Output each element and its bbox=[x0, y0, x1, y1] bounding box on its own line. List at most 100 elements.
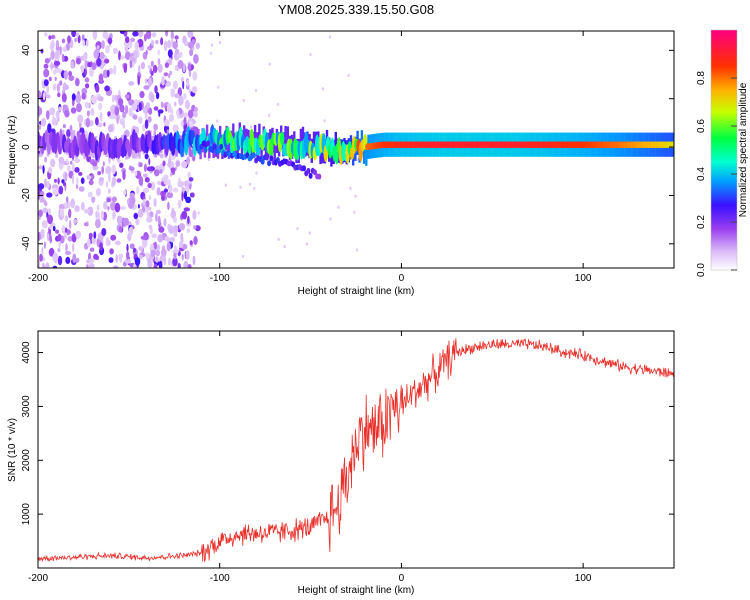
spectrogram-noise-cell bbox=[175, 160, 181, 167]
spectrogram-noise-cell bbox=[157, 63, 163, 73]
spectrogram-noise-cell bbox=[108, 172, 111, 183]
spectrogram-noise-cell bbox=[86, 259, 91, 264]
spectrogram-noise-cell bbox=[113, 265, 119, 268]
spectrogram-noise-cell bbox=[102, 161, 105, 167]
spectrogram-noise-cell bbox=[190, 192, 195, 198]
spectrogram-noise-cell bbox=[40, 48, 44, 54]
spectrogram-noise-cell bbox=[43, 68, 50, 78]
spectrogram-noise-cell bbox=[146, 166, 153, 172]
spectrogram-noise-cell bbox=[54, 76, 57, 81]
spectrogram-noise-cell bbox=[181, 253, 184, 261]
spectrogram-noise-cell bbox=[194, 225, 201, 232]
snr-y-tick-label: 3000 bbox=[21, 395, 32, 418]
spectrogram-noise-cell bbox=[58, 185, 64, 195]
spectrogram-noise-cell bbox=[85, 83, 90, 89]
spectrogram-noise-cell bbox=[144, 153, 149, 160]
spectrogram-noise-cell bbox=[177, 60, 184, 69]
spectrogram-noise-cell bbox=[186, 156, 191, 165]
spectrogram-noise-cell bbox=[129, 196, 136, 205]
spectrogram-noise-cell bbox=[142, 124, 146, 132]
spectrogram-noise-cell bbox=[138, 102, 142, 112]
spectrogram-noise-cell bbox=[169, 237, 176, 243]
spectrogram-y-label: Frequency (Hz) bbox=[7, 116, 18, 185]
spectrogram-noise-cell bbox=[91, 161, 98, 167]
spectrogram-ridge-halo bbox=[334, 131, 337, 157]
spectrogram-branch-cell bbox=[267, 160, 272, 167]
spectrogram-noise-cell bbox=[283, 244, 286, 249]
colorbar-label: Normalized spectral amplitude bbox=[738, 82, 749, 217]
spectrogram-noise-cell bbox=[67, 165, 71, 172]
spectrogram-noise-cell bbox=[144, 119, 149, 129]
spectrogram-noise-cell bbox=[58, 203, 65, 210]
spectrogram-noise-cell bbox=[158, 111, 161, 117]
snr-panel: -200 -100 0 100 1000 2000 3000 4000 Height of … bbox=[7, 330, 675, 596]
spectrogram-noise-cell bbox=[54, 178, 57, 183]
spectrogram-noise-cell bbox=[156, 209, 161, 214]
spectrogram-noise-cell bbox=[74, 158, 81, 163]
spectrogram-noise-cell bbox=[119, 118, 125, 125]
spectrogram-noise-cell bbox=[90, 61, 93, 66]
spectrogram-noise-cell bbox=[187, 62, 192, 72]
spectrogram-noise-cell bbox=[50, 248, 54, 256]
spectrogram-noise-cell bbox=[40, 117, 47, 127]
spectrogram-noise-cell bbox=[90, 107, 95, 116]
snr-x-tick-label: -200 bbox=[28, 573, 48, 584]
spectrogram-ridge-halo bbox=[365, 141, 368, 166]
spectrogram-noise-cell bbox=[59, 208, 65, 217]
spectrogram-noise-cell bbox=[155, 92, 160, 100]
spectrogram-noise-cell bbox=[64, 109, 70, 118]
spectrogram-noise-cell bbox=[111, 176, 116, 186]
spectrogram-noise-cell bbox=[128, 226, 134, 236]
spectrogram-noise-cell bbox=[66, 196, 69, 204]
spectrogram-noise-cell bbox=[136, 186, 140, 195]
spectrogram-noise-cell bbox=[153, 197, 157, 207]
spectrogram-noise-cell bbox=[170, 31, 174, 40]
spectrogram-noise-cell bbox=[57, 248, 61, 253]
spectrogram-noise-cell bbox=[59, 80, 63, 86]
spectrogram-noise-cell bbox=[96, 204, 100, 211]
colorbar-tick-label: 0.8 bbox=[696, 71, 707, 85]
spectrogram-noise-cell bbox=[163, 72, 169, 77]
spectrogram-noise-cell bbox=[75, 257, 80, 263]
spectrogram-noise-cell bbox=[183, 190, 187, 200]
spectrogram-noise-cell bbox=[38, 124, 42, 131]
spectrogram-noise-cell bbox=[181, 160, 188, 169]
spectrogram-y-tick-label: -40 bbox=[21, 236, 32, 251]
spectrogram-noise-cell bbox=[157, 58, 161, 66]
spectrogram-noise-cell bbox=[108, 124, 113, 133]
snr-x-tick-label: -100 bbox=[210, 573, 230, 584]
spectrogram-noise-cell bbox=[255, 171, 258, 175]
spectrogram-noise-cell bbox=[305, 242, 308, 246]
spectrogram-noise-cell bbox=[171, 207, 175, 214]
spectrogram-noise-cell bbox=[126, 251, 130, 260]
spectrogram-noise-cell bbox=[63, 182, 66, 187]
spectrogram-noise-cell bbox=[112, 47, 118, 55]
spectrogram-noise-cell bbox=[97, 211, 100, 221]
spectrogram-branch-cell bbox=[251, 152, 256, 159]
spectrogram-noise-cell bbox=[57, 233, 62, 242]
spectrogram-noise-cell bbox=[308, 231, 311, 235]
colorbar: 0.0 0.2 0.4 0.6 0.8 Normalized spectral ampl… bbox=[696, 29, 749, 277]
spectrogram-noise-cell bbox=[137, 75, 140, 86]
spectrogram-noise-cell bbox=[61, 225, 66, 232]
spectrogram-noise-cell bbox=[182, 80, 185, 90]
spectrogram-noise-cell bbox=[103, 201, 108, 210]
snr-y-tick-label: 4000 bbox=[21, 341, 32, 364]
spectrogram-noise-cell bbox=[41, 247, 44, 255]
spectrogram-noise-cell bbox=[168, 225, 175, 234]
spectrogram-noise-cell bbox=[115, 254, 118, 263]
spectrogram-noise-cell bbox=[168, 113, 174, 122]
spectrogram-noise-cell bbox=[156, 244, 161, 251]
spectrogram-noise-cell bbox=[128, 107, 133, 117]
spectrogram-noise-cell bbox=[39, 253, 43, 262]
spectrogram-marks bbox=[38, 31, 674, 268]
spectrogram-noise-cell bbox=[73, 218, 78, 224]
spectrogram-noise-cell bbox=[123, 63, 128, 73]
spectrogram-noise-cell bbox=[137, 204, 140, 209]
colorbar-gradient bbox=[710, 29, 738, 271]
spectrogram-noise-cell bbox=[138, 176, 144, 186]
spectrogram-noise-cell bbox=[117, 98, 124, 106]
spectrogram-noise-cell bbox=[52, 83, 57, 91]
spectrogram-noise-cell bbox=[151, 32, 157, 38]
